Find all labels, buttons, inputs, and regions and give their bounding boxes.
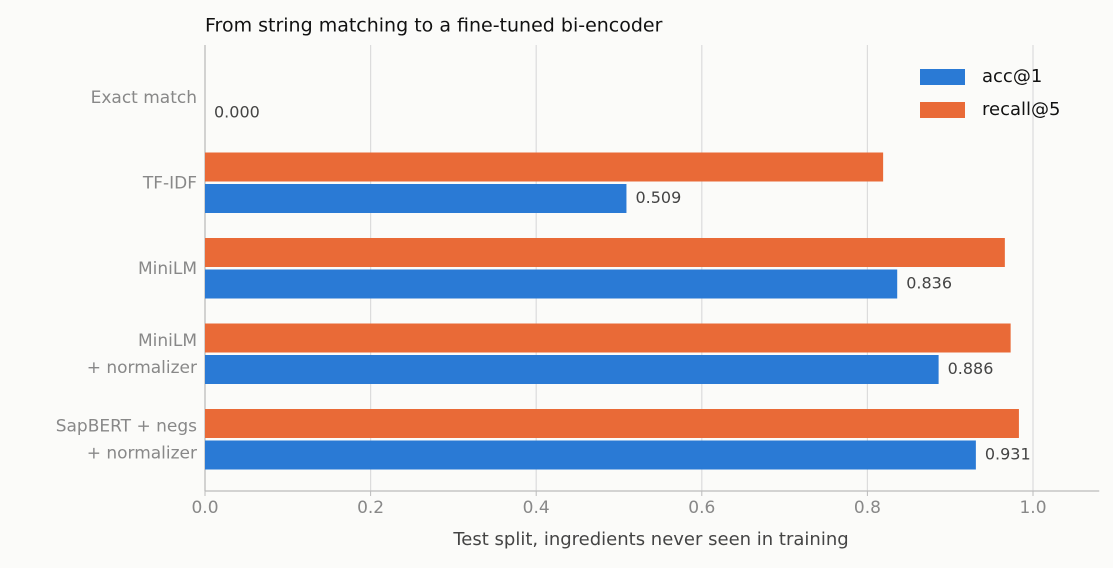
y-tick-label: Exact match <box>91 88 197 108</box>
bar <box>205 184 627 213</box>
y-tick-label: MiniLM <box>138 259 197 279</box>
y-tick-label: TF-IDF <box>142 174 197 194</box>
legend-swatch <box>920 102 965 118</box>
x-tick-label: 0.8 <box>854 498 881 518</box>
legend-label: acc@1 <box>982 66 1042 87</box>
legend-swatch <box>920 69 965 85</box>
value-label: 0.509 <box>635 188 681 207</box>
x-tick-label: 1.0 <box>1019 498 1046 518</box>
value-label: 0.000 <box>214 103 260 122</box>
value-label: 0.886 <box>948 359 994 378</box>
y-tick-label: SapBERT + negs + normalizer <box>56 417 197 464</box>
bar <box>205 238 1005 267</box>
x-tick-label: 0.2 <box>357 498 384 518</box>
chart-title: From string matching to a fine-tuned bi-… <box>205 15 663 37</box>
bar <box>205 355 939 384</box>
bar <box>205 323 1011 353</box>
bar <box>205 152 884 182</box>
x-axis-label: Test split, ingredients never seen in tr… <box>452 529 848 550</box>
x-tick-label: 0.0 <box>191 498 218 518</box>
legend-label: recall@5 <box>982 99 1060 120</box>
value-label: 0.836 <box>906 274 952 293</box>
bar <box>205 409 1019 438</box>
value-label: 0.931 <box>985 445 1031 464</box>
bar <box>205 440 976 470</box>
x-tick-label: 0.4 <box>523 498 550 518</box>
x-tick-label: 0.6 <box>688 498 715 518</box>
y-tick-label: MiniLM + normalizer <box>87 331 197 378</box>
bar <box>205 269 898 299</box>
